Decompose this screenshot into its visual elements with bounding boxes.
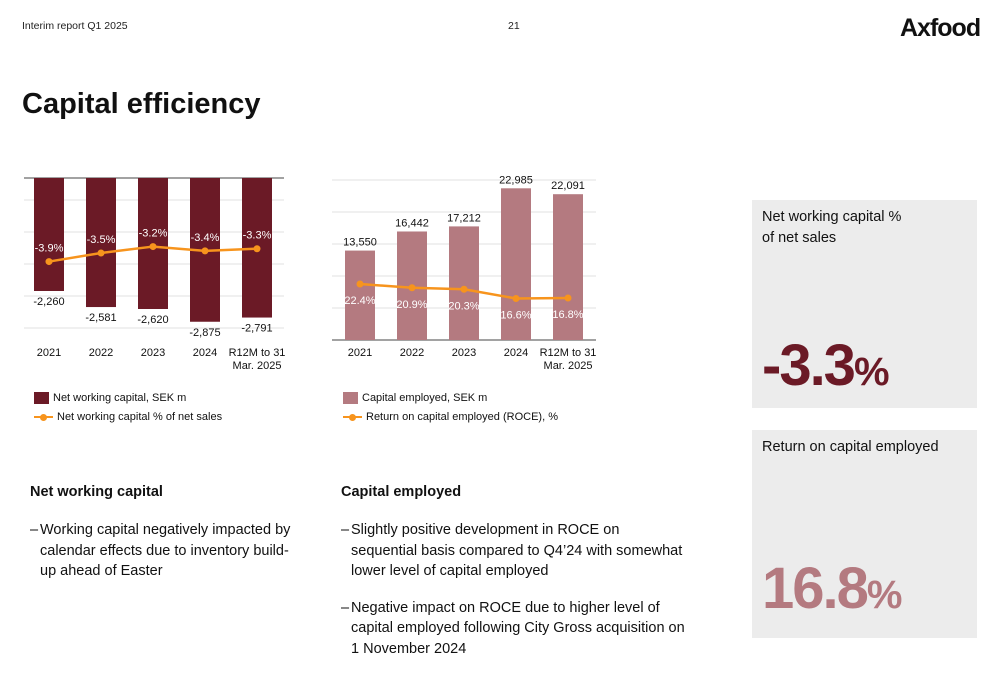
line-point bbox=[253, 245, 261, 253]
x-tick-label: 2023 bbox=[452, 347, 476, 359]
bar bbox=[34, 178, 64, 291]
legend-swatch bbox=[34, 391, 49, 404]
bullet-item: – Slightly positive development in ROCE … bbox=[341, 520, 686, 582]
bullet-item: – Working capital negatively impacted by… bbox=[30, 520, 300, 582]
axfood-logo: Axfood bbox=[900, 14, 981, 42]
line-data-label: -3.3% bbox=[243, 230, 272, 242]
dash-bullet: – bbox=[30, 522, 39, 538]
dash-bullet: – bbox=[341, 522, 350, 538]
x-tick-label: Mar. 2025 bbox=[233, 360, 282, 372]
bullet-text: Negative impact on ROCE due to higher le… bbox=[351, 599, 685, 657]
kpi-label: Return on capital employed bbox=[762, 439, 939, 455]
data-label: 22,985 bbox=[499, 174, 533, 186]
data-label: -2,581 bbox=[85, 312, 116, 324]
line-point bbox=[512, 295, 520, 302]
ce-heading: Capital employed bbox=[341, 484, 462, 500]
bullet-item: – Negative impact on ROCE due to higher … bbox=[341, 598, 686, 660]
kpi-number: -3.3 bbox=[762, 333, 856, 398]
nwc-legend: Net working capital, SEK m Net working c… bbox=[34, 388, 222, 426]
line-point bbox=[408, 284, 416, 292]
data-label: -2,620 bbox=[137, 314, 168, 326]
line-point bbox=[97, 249, 105, 257]
ce-legend: Capital employed, SEK m Return on capita… bbox=[343, 388, 558, 426]
x-tick-label: 2022 bbox=[89, 347, 113, 359]
capital-employed-chart: 13,550 2021 16,442 2022 17,212 2023 22,985 2024… bbox=[332, 174, 597, 372]
report-title: Interim report Q1 2025 bbox=[22, 20, 128, 32]
legend-label: Net working capital % of net sales bbox=[57, 410, 223, 423]
x-tick-label: 2023 bbox=[141, 347, 165, 359]
page-number: 21 bbox=[508, 20, 520, 32]
bullet-text: Working capital negatively impacted by c… bbox=[40, 522, 291, 579]
data-label: 22,091 bbox=[551, 180, 585, 192]
kpi-unit: % bbox=[866, 573, 903, 617]
x-tick-label: R12M to 31 bbox=[229, 347, 286, 359]
line-data-label: 20.3% bbox=[448, 300, 479, 312]
page-title: Capital efficiency bbox=[22, 88, 261, 120]
line-point bbox=[149, 243, 157, 251]
bar bbox=[449, 226, 479, 340]
line-data-label: -3.4% bbox=[191, 232, 220, 244]
net-working-capital-chart: -2,260 2021 -2,581 2022 -2,620 2023 -2,875 2024… bbox=[24, 177, 286, 372]
legend-line-marker bbox=[343, 411, 362, 423]
x-tick-label: 2024 bbox=[504, 347, 528, 359]
bar bbox=[501, 188, 531, 340]
line-data-label: 16.6% bbox=[500, 310, 531, 322]
bar bbox=[553, 194, 583, 340]
x-tick-label: 2022 bbox=[400, 347, 424, 359]
bar bbox=[345, 250, 375, 340]
data-label: 17,212 bbox=[447, 212, 481, 224]
legend-label: Net working capital, SEK m bbox=[53, 391, 187, 404]
kpi-value: 16.8% bbox=[762, 555, 902, 622]
bar bbox=[86, 178, 116, 308]
line-data-label: 16.8% bbox=[552, 309, 583, 321]
bullet-text: Slightly positive development in ROCE on… bbox=[351, 522, 683, 579]
x-tick-label: 2021 bbox=[37, 347, 61, 359]
line-point bbox=[201, 247, 209, 255]
kpi-label: Net working capital % of net sales bbox=[762, 209, 902, 246]
line-data-label: -3.5% bbox=[87, 234, 116, 246]
line-point bbox=[460, 285, 468, 293]
kpi-nwc-box: Net working capital % of net sales -3.3% bbox=[752, 200, 977, 408]
line-data-label: 20.9% bbox=[396, 299, 427, 311]
x-tick-label: 2021 bbox=[348, 347, 372, 359]
x-tick-label: Mar. 2025 bbox=[544, 360, 593, 372]
line-point bbox=[45, 258, 53, 266]
kpi-roce-box: Return on capital employed 16.8% bbox=[752, 430, 977, 638]
kpi-number: 16.8 bbox=[762, 556, 869, 621]
legend-item-ce-line: Return on capital employed (ROCE), % bbox=[343, 407, 558, 426]
dash-bullet: – bbox=[341, 599, 350, 616]
legend-item-nwc-line: Net working capital % of net sales bbox=[34, 407, 222, 426]
legend-item-ce-bar: Capital employed, SEK m bbox=[343, 388, 558, 407]
data-label: -2,260 bbox=[33, 296, 64, 308]
nwc-heading: Net working capital bbox=[30, 484, 163, 500]
nwc-bullet-list: – Working capital negatively impacted by… bbox=[30, 520, 300, 598]
line-data-label: -3.2% bbox=[139, 228, 168, 240]
legend-swatch bbox=[343, 391, 358, 404]
legend-label: Capital employed, SEK m bbox=[362, 391, 488, 404]
line-point bbox=[564, 294, 572, 302]
line-data-label: -3.9% bbox=[35, 243, 64, 255]
kpi-unit: % bbox=[853, 350, 890, 394]
legend-line-marker bbox=[34, 411, 53, 423]
line-data-label: 22.4% bbox=[344, 295, 375, 307]
x-tick-label: 2024 bbox=[193, 347, 217, 359]
kpi-value: -3.3% bbox=[762, 332, 890, 399]
x-tick-label: R12M to 31 bbox=[540, 347, 597, 359]
legend-item-nwc-bar: Net working capital, SEK m bbox=[34, 388, 222, 407]
legend-label: Return on capital employed (ROCE), % bbox=[366, 410, 558, 423]
data-label: 16,442 bbox=[395, 217, 429, 229]
ce-bullet-list: – Slightly positive development in ROCE … bbox=[341, 520, 686, 675]
data-label: -2,791 bbox=[241, 323, 272, 335]
data-label: 13,550 bbox=[343, 237, 377, 249]
line-point bbox=[356, 280, 364, 288]
data-label: -2,875 bbox=[189, 327, 220, 339]
